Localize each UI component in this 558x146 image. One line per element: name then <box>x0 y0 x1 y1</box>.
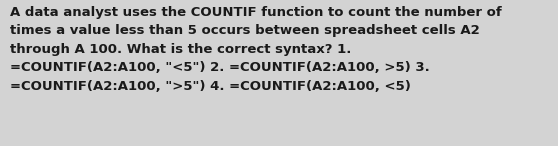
Text: A data analyst uses the COUNTIF function to count the number of
times a value le: A data analyst uses the COUNTIF function… <box>10 6 502 93</box>
